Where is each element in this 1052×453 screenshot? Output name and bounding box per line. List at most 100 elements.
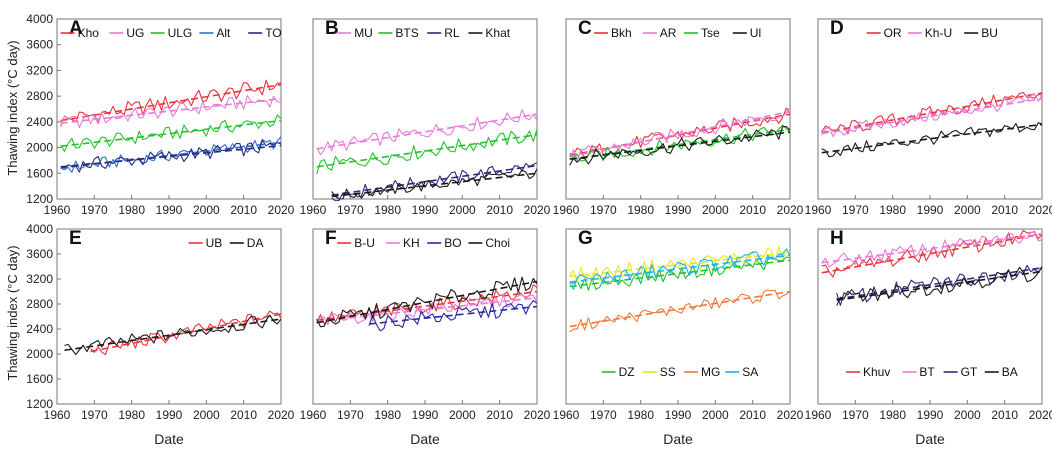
series-group (821, 229, 1042, 306)
trend-line-Choi (316, 280, 537, 324)
series-group (569, 107, 790, 166)
series-line-BO (368, 300, 537, 332)
x-tick-label: 1990 (412, 408, 439, 422)
series-line-Kho (60, 79, 281, 127)
x-tick-label: 1970 (337, 203, 364, 217)
x-tick-label: 2020 (777, 203, 804, 217)
trend-line-DA (64, 318, 281, 352)
x-tick-label: 1980 (118, 408, 145, 422)
panel-label: F (325, 228, 337, 249)
legend-label-ULG: ULG (168, 26, 193, 40)
legend-label-Tse: Tse (701, 26, 720, 40)
panel-label: H (830, 228, 844, 249)
legend-label-RL: RL (444, 26, 460, 40)
y-tick-label: 2400 (26, 115, 53, 129)
series-line-BT (821, 231, 1042, 268)
legend-label-B-U: B-U (354, 236, 375, 250)
legend: B-U KH BO Choi (337, 236, 510, 250)
x-tick-label: 2010 (230, 203, 257, 217)
x-tick-label: 1980 (879, 203, 906, 217)
y-tick-label: 4000 (26, 222, 53, 236)
series-line-BU (821, 122, 1042, 158)
legend-label-BTS: BTS (395, 26, 418, 40)
x-tick-label: 1970 (842, 203, 869, 217)
trend-line-MU (316, 113, 537, 150)
panel-label: B (325, 18, 339, 39)
x-axis-label: Date (915, 431, 945, 447)
plot-frame (312, 18, 538, 200)
panel-F: F 1960 1970 1980 1990 2000 2010 2020 Date B-U KH BO… (300, 228, 551, 447)
panel-G: G 1960 1970 1980 1990 2000 2010 2020 Date DZ SS MG S… (553, 228, 804, 447)
series-group (64, 310, 281, 356)
panel-H: H 1960 1970 1980 1990 2000 2010 2020 Date Khuv BT G… (805, 228, 1052, 447)
legend-label-BT: BT (919, 365, 935, 379)
trend-line-MG (569, 290, 790, 328)
x-tick-label: 2020 (524, 408, 551, 422)
x-tick-label: 1960 (553, 408, 580, 422)
x-tick-label: 1960 (44, 408, 71, 422)
panel-label: E (69, 228, 82, 249)
x-tick-label: 2000 (954, 408, 981, 422)
x-axis-label: Date (410, 431, 440, 447)
legend-label-UB: UB (206, 236, 223, 250)
series-group (60, 79, 281, 173)
x-tick-label: 1960 (805, 408, 832, 422)
legend-label-BU: BU (981, 26, 998, 40)
x-tick-label: 2000 (702, 203, 729, 217)
legend: Kho UG ULG Alt TO (60, 26, 282, 40)
x-tick-label: 2000 (449, 408, 476, 422)
series-line-Kh-U (821, 93, 1042, 138)
x-tick-label: 2000 (193, 408, 220, 422)
panel-label: G (578, 228, 593, 249)
legend-label-SA: SA (742, 365, 758, 379)
x-tick-label: 2000 (702, 408, 729, 422)
legend-label-Kho: Kho (78, 26, 100, 40)
legend-label-UG: UG (126, 26, 144, 40)
legend-label-KH: KH (403, 236, 420, 250)
legend-label-BA: BA (1002, 365, 1018, 379)
x-tick-label: 2010 (486, 408, 513, 422)
trend-line-OR (821, 92, 1042, 134)
x-tick-label: 1960 (300, 203, 327, 217)
trend-line-KH (316, 296, 537, 323)
plot-frame (817, 18, 1043, 200)
trend-line-TO (60, 144, 281, 168)
panel-B: B 1960 1970 1980 1990 2000 2010 2020 MU BTS RL Khat (300, 18, 551, 217)
y-tick-label: 4000 (26, 12, 53, 26)
x-tick-label: 2000 (449, 203, 476, 217)
x-tick-label: 2010 (739, 203, 766, 217)
trend-line-Kh-U (821, 97, 1042, 135)
trend-line-Khat (331, 172, 537, 198)
series-line-Tse (569, 124, 790, 162)
x-tick-label: 1990 (156, 203, 183, 217)
y-axis-label-top: Thawing index (°C day) (5, 40, 20, 175)
series-group (821, 91, 1042, 158)
y-tick-label: 3600 (26, 247, 53, 261)
legend-label-Bkh: Bkh (611, 26, 632, 40)
y-axis-label-bottom: Thawing index (°C day) (5, 245, 20, 380)
x-tick-label: 2010 (991, 203, 1018, 217)
y-tick-label: 3600 (26, 38, 53, 52)
legend-label-MU: MU (354, 26, 373, 40)
y-tick-label: 2800 (26, 89, 53, 103)
x-tick-label: 2010 (230, 408, 257, 422)
legend: UB DA (188, 236, 263, 250)
x-tick-label: 2020 (524, 203, 551, 217)
trend-line-BTS (316, 133, 537, 168)
x-tick-label: 2020 (268, 203, 295, 217)
x-tick-label: 1970 (81, 203, 108, 217)
panel-label: C (578, 18, 592, 39)
plot-frame (565, 18, 791, 200)
x-tick-label: 2000 (193, 203, 220, 217)
panel-label: D (830, 18, 844, 39)
series-line-UG (60, 94, 281, 129)
x-tick-label: 1970 (590, 408, 617, 422)
legend: OR Kh-U BU (866, 26, 998, 40)
x-tick-label: 1970 (81, 408, 108, 422)
x-tick-label: 1980 (627, 203, 654, 217)
series-line-BA (836, 266, 1042, 306)
x-tick-label: 1970 (842, 408, 869, 422)
